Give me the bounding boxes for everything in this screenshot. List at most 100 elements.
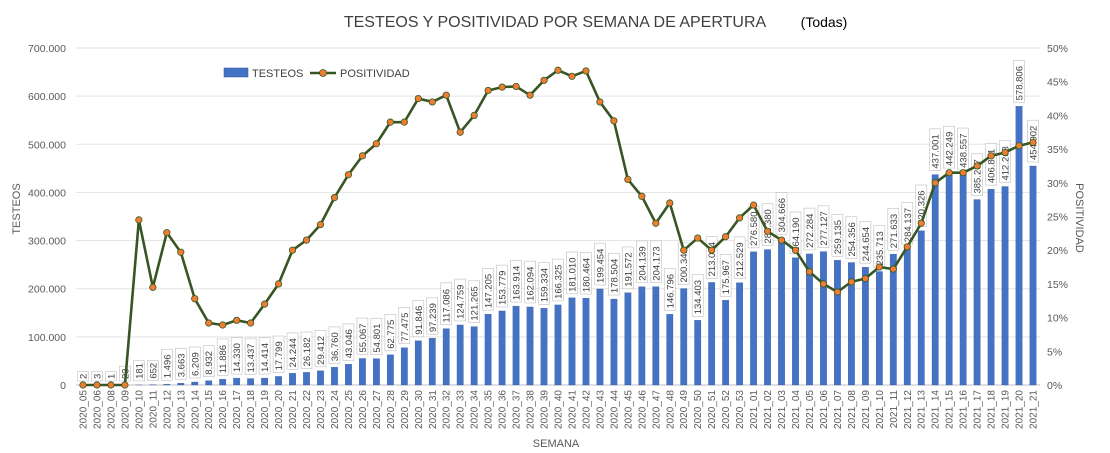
x-tick-label: 2021_20 [1015,390,1026,429]
bar [428,338,436,386]
x-tick-label: 2020_32 [442,390,453,429]
bar [317,370,324,386]
bar [1001,186,1009,386]
data-label: 162.094 [524,260,537,304]
y2-tick-label: 25% [1047,212,1068,224]
positividad-point [219,321,227,329]
x-tick-label: 2021_14 [931,390,942,429]
data-label-text: 276.580 [749,212,760,246]
data-label: 191.572 [622,246,634,290]
data-label-text: 578.806 [1015,66,1026,100]
data-label-text: 146.796 [665,274,676,308]
x-tick-label: 2021_03 [777,390,788,429]
bar [806,253,813,386]
data-label: 11.886 [216,338,229,376]
positividad-point [358,152,367,160]
data-label-text: 163.914 [512,266,523,300]
data-label-box [943,125,955,169]
positividad-point [931,179,939,187]
bar [945,171,953,386]
x-tick-label: 2020_53 [735,390,746,429]
data-label-text: 254.356 [847,222,858,256]
bar [373,358,380,386]
positividad-point [163,229,171,237]
positividad-point [917,219,925,227]
bar [778,238,785,386]
data-label-text: 437.001 [931,134,942,168]
x-tick-label: 2020_06 [92,390,103,429]
x-tick-label: 2020_05 [78,390,89,429]
chart-subtitle: (Todas) [801,14,848,30]
data-label-text: 162.094 [526,267,537,301]
x-tick-label: 2020_14 [190,390,201,429]
data-label-text: 121.265 [470,286,481,320]
bar [303,372,310,386]
data-label: 17.799 [272,335,285,373]
data-label-text: 124.759 [456,285,467,319]
x-axis-ticks: 2020_05 2020_06 2020_08 2020_09 2020_10 2020_… [78,390,1039,429]
data-label: 178.504 [608,252,620,296]
y2-tick-label: 50% [1047,43,1068,55]
y2-tick-label: 45% [1047,77,1068,89]
bar [764,249,771,386]
legend: TESTEOS POSITIVIDAD [223,67,410,80]
positividad-point [135,216,143,224]
data-label-text: 212.529 [735,242,746,276]
bar [470,326,478,386]
bar [596,288,604,386]
bar [861,267,869,386]
bar [834,260,841,386]
data-label: 1.496 [161,348,173,381]
data-label-box [188,346,201,379]
positividad-point [121,381,129,389]
bar [750,251,757,386]
positividad-point [987,152,995,160]
data-label: 264.190 [789,211,802,255]
positividad-point [736,214,744,222]
data-label: 578.806 [1013,60,1026,103]
positividad-point [442,91,450,99]
data-label: 437.001 [929,128,942,171]
data-label-box [803,207,816,251]
x-tick-label: 2020_15 [204,390,215,429]
data-label: 200.341 [677,242,690,285]
positividad-point [568,72,576,80]
x-tick-label: 2020_39 [540,390,551,429]
positividad-point [79,381,87,389]
data-label-text: 13.437 [246,343,257,372]
data-label: 43.046 [342,323,355,361]
data-label: 77.475 [398,307,411,345]
bar [917,230,925,386]
data-label-text: 304.666 [777,198,788,232]
x-tick-label: 2020_26 [358,390,369,429]
x-tick-label: 2021_13 [917,390,928,429]
data-label-box [398,307,411,345]
positividad-point [191,295,199,303]
y2-tick-label: 0% [1047,380,1062,392]
data-label-text: 29.412 [316,336,327,365]
data-label: 24.244 [286,332,299,370]
data-label: 55.067 [356,317,369,355]
data-label-box [831,214,844,257]
data-label: 281.380 [761,203,774,246]
positividad-point [819,280,828,288]
x-tick-label: 2020_17 [232,390,243,429]
bar [540,308,548,386]
data-label: 3 [91,371,103,382]
data-label: 6.209 [188,346,201,379]
data-label-box [482,268,494,311]
bar [331,367,338,386]
x-tick-label: 2020_22 [302,390,313,429]
data-label-text: 6.209 [190,352,201,376]
x-tick-label: 2020_20 [274,390,285,429]
data-label: 284.137 [901,202,914,245]
bar [191,381,199,386]
data-label-text: 180.464 [581,258,592,292]
testeos-bars [79,106,1037,386]
x-tick-label: 2021_16 [959,390,970,429]
positividad-point [274,280,283,288]
left-axis-ticks: 0 100.000 200.000 300.000 400.000 500.000 600.… [28,43,66,392]
positividad-point [498,83,506,91]
positividad-point [749,201,758,209]
data-label: 272.284 [803,207,816,251]
